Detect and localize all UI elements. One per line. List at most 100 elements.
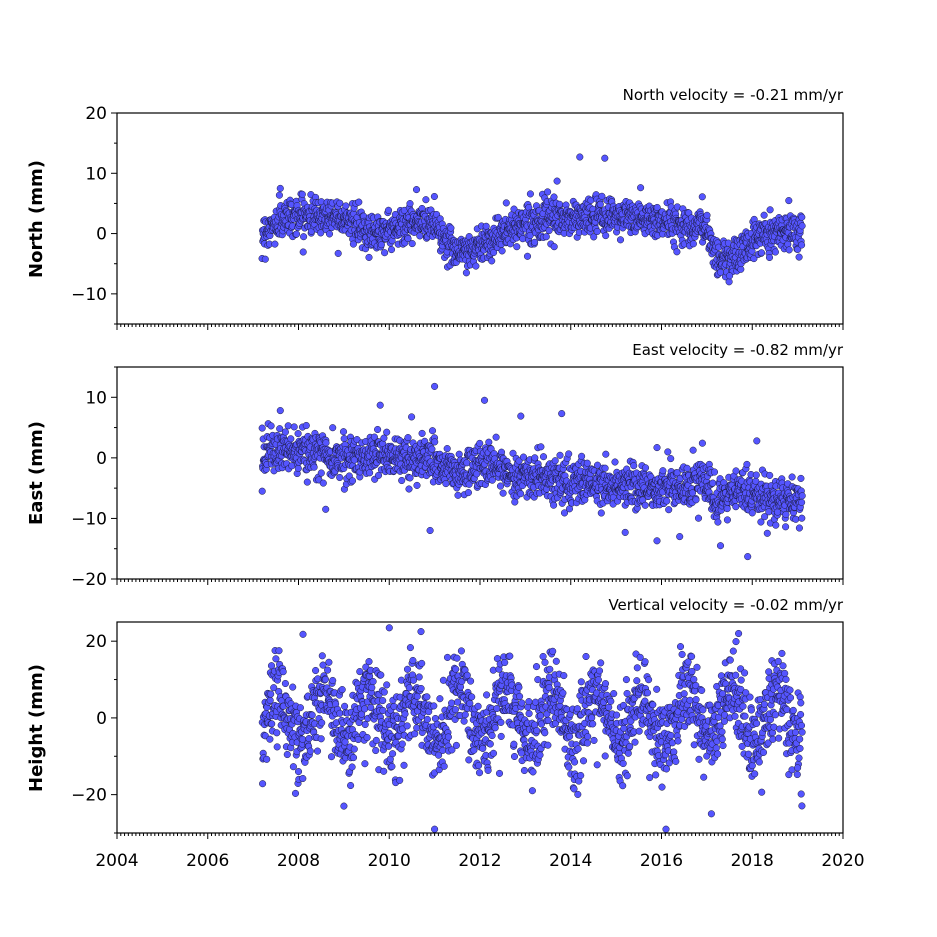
data-point — [379, 697, 387, 705]
data-point — [329, 676, 337, 685]
data-point — [753, 437, 761, 445]
data-point — [694, 514, 703, 522]
data-point — [518, 699, 526, 707]
data-point — [291, 789, 300, 797]
data-point — [637, 184, 645, 192]
data-point — [413, 481, 421, 489]
data-point — [488, 732, 496, 740]
data-point — [590, 736, 598, 744]
data-point — [396, 776, 404, 784]
data-point — [404, 434, 412, 442]
data-point — [366, 469, 374, 477]
data-point — [403, 665, 412, 673]
data-point — [372, 746, 380, 755]
data-point — [287, 435, 295, 443]
data-point — [409, 656, 417, 665]
data-point — [442, 480, 450, 488]
data-point — [334, 249, 342, 257]
data-point — [387, 246, 396, 254]
data-point — [312, 666, 320, 675]
data-point — [526, 190, 534, 198]
data-point — [313, 747, 322, 755]
data-point — [467, 677, 475, 685]
data-point — [298, 190, 306, 198]
data-point — [365, 253, 373, 261]
data-point — [607, 697, 615, 705]
data-point — [498, 247, 506, 255]
data-point — [579, 757, 588, 765]
data-point — [464, 489, 472, 497]
data-point — [325, 658, 333, 666]
data-point — [322, 505, 330, 513]
data-point — [673, 248, 681, 256]
data-point — [544, 741, 552, 749]
data-point — [531, 238, 539, 246]
data-point — [641, 501, 649, 509]
data-point — [436, 695, 444, 703]
data-point — [426, 526, 434, 535]
data-point — [306, 747, 314, 755]
data-point — [539, 652, 547, 661]
data-point — [355, 198, 363, 206]
data-point — [431, 382, 439, 390]
data-point — [490, 248, 498, 257]
data-point — [267, 690, 275, 698]
data-point — [281, 428, 289, 436]
data-point — [294, 768, 303, 776]
data-point — [325, 230, 334, 238]
data-point — [497, 718, 505, 726]
data-point — [296, 704, 304, 712]
data-point — [444, 733, 452, 741]
data-point — [318, 719, 326, 727]
y-tick-label: −10 — [71, 509, 107, 529]
data-point — [529, 768, 537, 776]
data-point — [523, 252, 532, 260]
data-point — [336, 709, 344, 717]
data-point — [573, 705, 581, 713]
data-point — [494, 213, 502, 221]
data-point — [517, 490, 525, 498]
data-point — [408, 240, 416, 248]
data-point — [689, 240, 697, 248]
data-point — [495, 769, 504, 777]
data-point — [516, 692, 524, 700]
data-point — [470, 746, 478, 754]
data-point — [363, 733, 371, 742]
data-point — [594, 676, 602, 684]
data-point — [757, 249, 766, 257]
data-point — [545, 227, 553, 235]
data-point — [544, 188, 552, 196]
data-point — [785, 246, 793, 254]
panel-title: East velocity = -0.82 mm/yr — [632, 341, 844, 359]
data-point — [430, 192, 438, 201]
data-point — [565, 763, 573, 771]
data-point — [582, 652, 590, 661]
data-point — [406, 644, 414, 652]
data-point — [443, 445, 451, 453]
data-point — [324, 666, 332, 674]
y-axis-label: North (mm) — [26, 160, 47, 278]
data-point — [404, 235, 412, 243]
data-point — [275, 647, 283, 655]
plot-frame — [116, 112, 844, 325]
data-point — [439, 746, 447, 754]
data-point — [601, 752, 609, 760]
data-point — [452, 741, 460, 749]
data-point — [546, 665, 554, 673]
data-point — [318, 652, 326, 660]
data-point — [539, 453, 548, 461]
y-tick-label: 10 — [85, 164, 107, 184]
data-point — [361, 720, 369, 729]
data-point — [461, 711, 469, 719]
data-point — [276, 184, 284, 192]
data-point — [283, 750, 291, 759]
data-point — [448, 699, 456, 707]
data-point — [610, 690, 618, 698]
data-point — [319, 479, 327, 487]
data-point — [772, 521, 780, 529]
data-point — [537, 712, 545, 720]
data-point — [588, 714, 596, 722]
panel-north: North velocity = -0.21 mm/yr North (mm) … — [26, 86, 844, 330]
data-point — [560, 672, 568, 680]
data-point — [726, 272, 734, 280]
